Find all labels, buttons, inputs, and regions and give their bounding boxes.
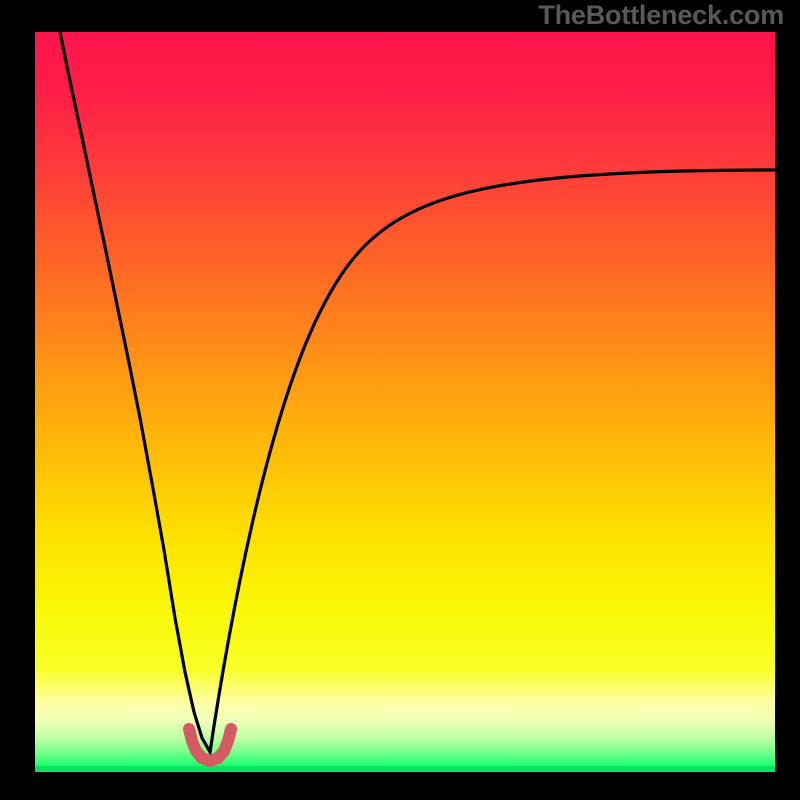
chart-svg [0,0,800,800]
chart-container: TheBottleneck.com [0,0,800,800]
plot-background [35,32,775,772]
bottom-green-strip [35,766,775,772]
watermark-text: TheBottleneck.com [538,0,784,31]
